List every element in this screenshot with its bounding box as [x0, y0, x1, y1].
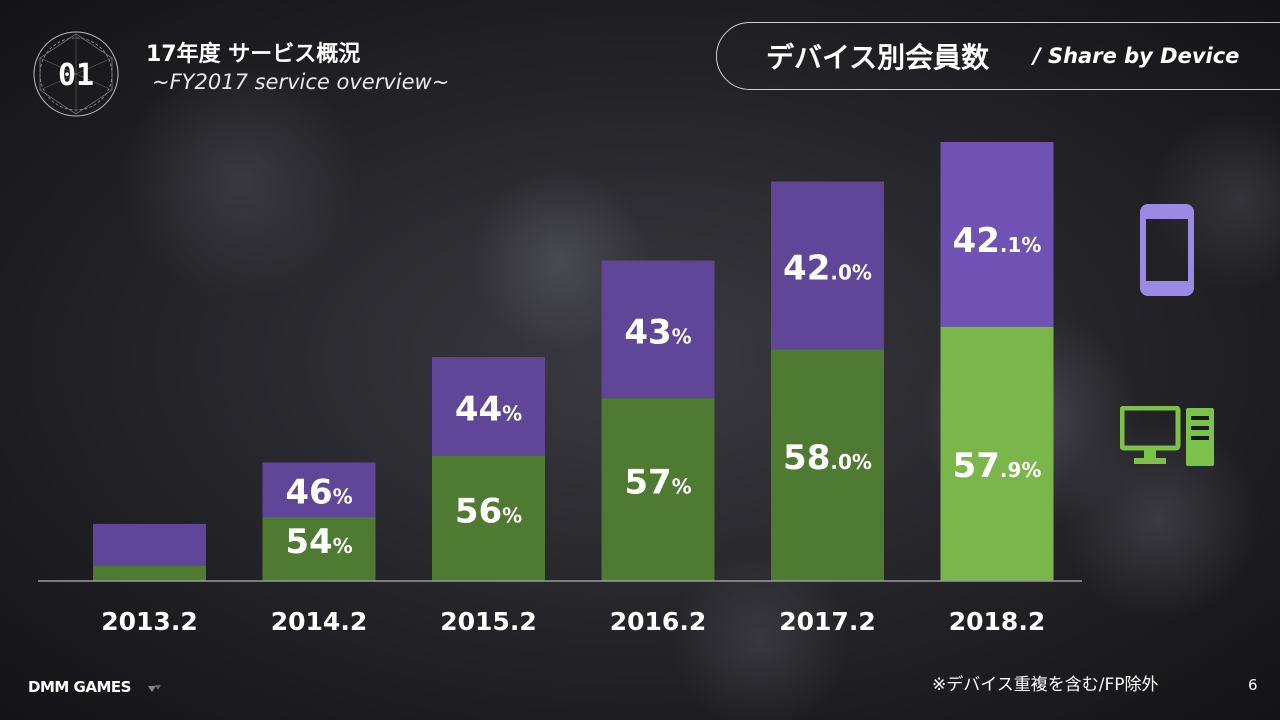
- footnote: ※デバイス重複を含む/FP除外: [932, 675, 1159, 695]
- label-pc-2018.2: 57.9%: [953, 446, 1042, 486]
- section-title-english: / Share by Device: [1033, 44, 1240, 68]
- bar-pc-2013.2: [93, 565, 206, 581]
- x-tick-label: 2018.2: [949, 607, 1045, 636]
- section-title-frame: [716, 22, 1280, 90]
- label-smartphone-2018.2: 42.1%: [953, 221, 1042, 261]
- bar-pc-2017.2: [771, 349, 884, 581]
- section-number-emblem: 01: [33, 31, 119, 117]
- label-smartphone-2017.2: 42.0%: [783, 248, 872, 288]
- bar-pc-2014.2: [262, 516, 376, 581]
- bar-pc-2018.2: [940, 326, 1054, 581]
- page-title: 17年度 サービス概況: [146, 42, 361, 67]
- bar-pc-2016.2: [601, 398, 715, 581]
- section-title: デバイス別会員数: [766, 41, 990, 74]
- label-pc-2014.2: 54%: [285, 522, 352, 562]
- x-tick-label: 2016.2: [610, 607, 706, 636]
- label-smartphone-2014.2: 46%: [285, 473, 352, 513]
- label-smartphone-2016.2: 43%: [624, 312, 691, 352]
- label-pc-2015.2: 56%: [455, 491, 522, 531]
- page-subtitle: ~FY2017 service overview~: [152, 70, 450, 94]
- bar-smartphone-2018.2: [940, 142, 1054, 327]
- x-tick-label: 2014.2: [271, 607, 367, 636]
- smartphone-icon: [1140, 204, 1194, 296]
- bar-smartphone-2017.2: [771, 181, 884, 350]
- x-tick-label: 2013.2: [101, 607, 197, 636]
- bar-smartphone-2013.2: [93, 523, 206, 566]
- bar-smartphone-2015.2: [432, 357, 545, 456]
- desktop-pc-icon: [1120, 406, 1214, 466]
- bar-smartphone-2016.2: [601, 260, 715, 399]
- page-number: 6: [1248, 676, 1258, 694]
- brand-mark-icon: [148, 685, 161, 692]
- x-tick-label: 2015.2: [440, 607, 536, 636]
- bar-smartphone-2014.2: [262, 462, 376, 517]
- bar-pc-2015.2: [432, 455, 545, 581]
- x-tick-label: 2017.2: [779, 607, 875, 636]
- label-pc-2016.2: 57%: [624, 463, 691, 503]
- label-pc-2017.2: 58.0%: [783, 438, 872, 478]
- label-smartphone-2015.2: 44%: [455, 389, 522, 429]
- brand-logo: DMM GAMES: [28, 678, 131, 696]
- section-number: 01: [58, 58, 94, 93]
